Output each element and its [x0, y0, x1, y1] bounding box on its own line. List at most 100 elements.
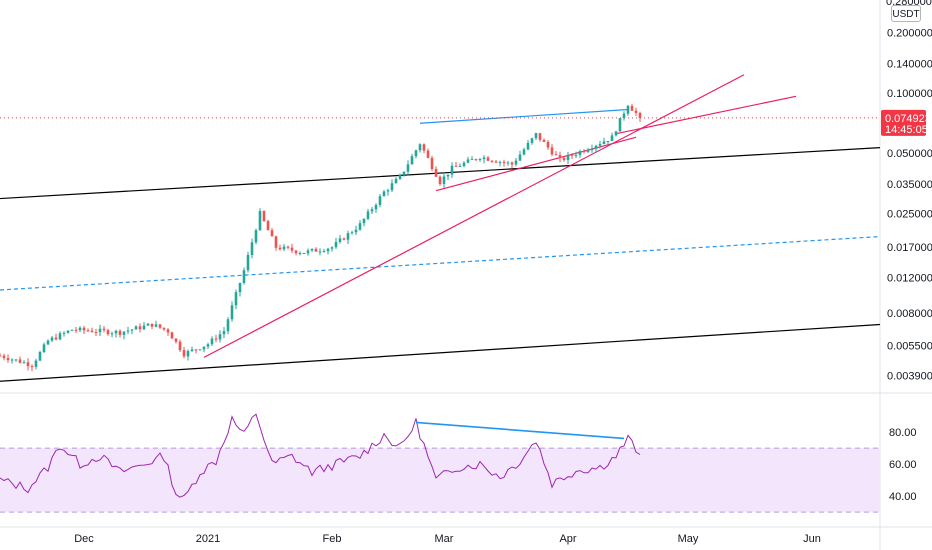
candle-body	[78, 327, 82, 331]
candle-body	[598, 143, 602, 146]
currency-badge[interactable]: USDT	[891, 5, 921, 22]
candle-body	[366, 211, 370, 219]
candle-body	[594, 145, 598, 149]
candle-body	[298, 253, 302, 255]
candle-body	[326, 248, 330, 252]
candle-body	[362, 218, 366, 224]
candle-body	[134, 326, 138, 330]
candle-body	[530, 138, 534, 143]
price-tick: 0.017000	[887, 242, 932, 254]
candle-body	[38, 352, 42, 361]
trendline	[419, 108, 629, 124]
rsi-tick: 60.00	[889, 459, 917, 471]
candle-body	[470, 159, 474, 161]
candle-body	[122, 331, 126, 335]
candle-body	[258, 211, 262, 231]
candle-body	[154, 324, 158, 327]
candle-body	[58, 333, 62, 340]
top-price-tick: 0.280000	[886, 0, 932, 8]
candle-body	[194, 349, 198, 351]
candle-body	[214, 338, 218, 340]
trendline	[0, 235, 881, 291]
candle-body	[342, 238, 346, 240]
candle-body	[106, 330, 110, 335]
candle-body	[70, 329, 74, 331]
candle-body	[630, 105, 634, 111]
candle-body	[222, 331, 226, 335]
candle-body	[562, 158, 566, 161]
candle-body	[458, 166, 462, 168]
candle-body	[238, 282, 242, 293]
candle-body	[22, 362, 26, 364]
candle-body	[146, 323, 150, 326]
candle-body	[306, 250, 310, 254]
candle-body	[46, 340, 50, 345]
candle-body	[430, 157, 434, 170]
candle-body	[114, 330, 118, 334]
candle-body	[354, 229, 358, 233]
candle-body	[574, 155, 578, 157]
candle-body	[242, 270, 246, 283]
rsi-line	[0, 413, 641, 498]
candle-body	[550, 147, 554, 155]
candle-body	[582, 151, 586, 153]
candle-body	[294, 250, 298, 254]
price-tick: 0.100000	[887, 88, 932, 100]
candle-body	[410, 156, 414, 165]
candle-body	[274, 236, 278, 248]
candle-body	[50, 337, 54, 341]
time-tick: Apr	[559, 533, 576, 545]
trendline	[435, 136, 637, 192]
candle-body	[426, 150, 430, 158]
candle-body	[278, 247, 282, 250]
candle-body	[330, 247, 334, 249]
candle-body	[434, 169, 438, 177]
candle-body	[142, 325, 146, 330]
candle-body	[334, 241, 338, 248]
candle-body	[26, 362, 30, 367]
candle-body	[74, 329, 78, 331]
candle-body	[218, 334, 222, 340]
candle-body	[206, 344, 210, 347]
time-tick: 2021	[196, 533, 220, 545]
candle-body	[526, 142, 530, 150]
trendline	[615, 95, 797, 135]
candle-body	[66, 330, 70, 333]
candle-body	[314, 248, 318, 252]
candle-body	[382, 191, 386, 197]
candle-body	[554, 154, 558, 156]
candle-body	[286, 246, 290, 248]
rsi-series	[0, 413, 641, 498]
candle-body	[190, 349, 194, 351]
candle-body	[234, 292, 238, 306]
price-tick: 0.008000	[887, 308, 932, 320]
candle-body	[578, 151, 582, 156]
candle-body	[0, 355, 2, 357]
candle-body	[486, 157, 490, 161]
price-axis[interactable]: 0.200000 0.140000 0.100000 0.050000 0.035000…	[887, 27, 932, 503]
candle-body	[542, 139, 546, 142]
price-tick: 0.050000	[887, 148, 932, 160]
candles	[0, 103, 642, 372]
time-axis[interactable]: Dec 2021 Feb Mar Apr May Jun	[74, 533, 821, 545]
candle-body	[474, 159, 478, 161]
candle-body	[422, 144, 426, 151]
candle-body	[254, 230, 258, 243]
time-tick: Dec	[74, 533, 94, 545]
candle-body	[202, 346, 206, 350]
candle-body	[346, 233, 350, 240]
candle-body	[138, 326, 142, 330]
candle-body	[94, 332, 98, 334]
candle-body	[602, 141, 606, 144]
candle-body	[130, 329, 134, 331]
candle-body	[126, 330, 130, 332]
candle-body	[558, 155, 562, 159]
candle-body	[514, 160, 518, 165]
price-tick: 0.140000	[887, 58, 932, 70]
candle-body	[6, 358, 10, 361]
trendline	[0, 146, 881, 200]
candle-body	[386, 190, 390, 192]
candle-body	[614, 131, 618, 136]
candle-body	[438, 176, 442, 184]
